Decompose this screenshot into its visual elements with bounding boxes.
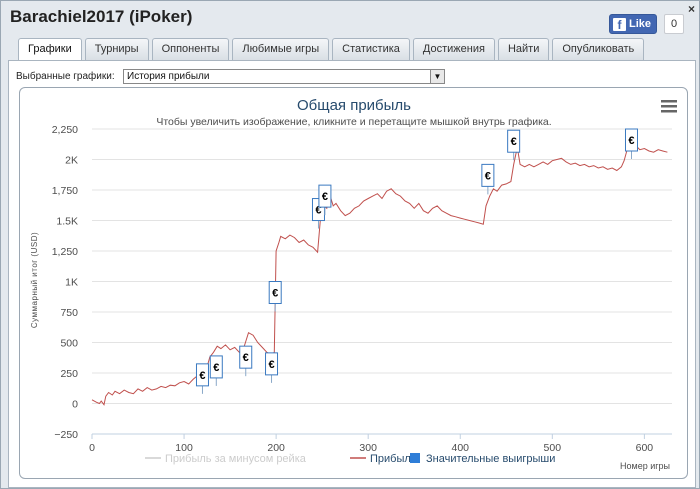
y-axis-label: Суммарный итог (USD) [30,232,39,328]
euro-icon: € [272,288,278,300]
y-tick-label: 750 [60,307,78,319]
chart-container[interactable]: Общая прибыль Чтобы увеличить изображени… [19,87,688,479]
graph-select-value: История прибыли [127,71,210,82]
euro-icon: € [199,370,205,382]
tab-content-panel: Выбранные графики: История прибыли ▼ Общ… [8,60,696,488]
marker-flag [624,128,638,152]
chart-subtitle: Чтобы увеличить изображение, кликните и … [156,116,551,128]
euro-icon: € [315,205,321,217]
graph-select-label: Выбранные графики: [16,71,115,82]
x-tick-label: 300 [359,442,377,454]
legend-item[interactable]: Значительные выигрыши [410,453,555,465]
y-tick-label: 1K [65,277,78,289]
close-icon[interactable]: × [687,2,695,16]
marker-flag [195,363,209,387]
y-tick-label: 250 [60,368,78,380]
profit-chart[interactable]: Общая прибыль Чтобы увеличить изображени… [20,88,688,479]
euro-icon: € [485,170,491,182]
y-tick-label: 1,250 [52,246,78,258]
tab-bar: Графики Турниры Оппоненты Любимые игры С… [18,38,645,61]
profit-series-line[interactable] [91,137,668,406]
x-axis-label: Номер игры [620,461,670,471]
legend-label: Прибыль [370,453,417,465]
chart-legend: Прибыль за минусом рейка Прибыль Значитель… [145,453,555,465]
graph-select-dropdown[interactable]: История прибыли ▼ [123,69,445,84]
facebook-like-button[interactable]: f Like [609,14,657,34]
euro-icon: € [243,352,249,364]
significant-win-marker[interactable]: € [239,345,253,377]
tab-publish[interactable]: Опубликовать [552,38,645,60]
tab-achievements[interactable]: Достижения [412,38,495,60]
significant-win-marker[interactable]: € [265,352,279,383]
marker-flag [209,355,223,379]
x-tick-label: 200 [267,442,285,454]
legend-item[interactable]: Прибыль за минусом рейка [145,453,307,465]
euro-icon: € [322,191,328,203]
marker-flag [507,129,521,153]
tab-tournaments[interactable]: Турниры [84,38,149,60]
marker-flag [265,352,279,376]
y-tick-label: 2K [65,155,78,167]
significant-win-marker[interactable]: € [624,128,638,159]
y-tick-label: 0 [72,399,78,411]
significant-win-marker[interactable]: € [268,281,282,312]
y-tick-label: 1.5K [56,216,78,228]
hamburger-menu-icon[interactable] [661,100,677,113]
y-tick-label: −250 [54,429,78,441]
significant-win-marker[interactable]: € [209,355,223,386]
chevron-down-icon[interactable]: ▼ [430,70,444,83]
y-tick-label: 1,750 [52,185,78,197]
significant-win-marker[interactable]: € [507,129,521,161]
chart-title: Общая прибыль [297,97,411,114]
x-tick-label: 600 [636,442,654,454]
significant-win-marker[interactable]: € [318,184,332,216]
legend-item[interactable]: Прибыль [350,453,417,465]
x-tick-label: 500 [544,442,562,454]
euro-icon: € [213,362,219,374]
euro-icon: € [511,136,517,148]
tab-graphs[interactable]: Графики [18,38,82,61]
significant-win-marker[interactable]: € [481,163,495,195]
window-title: Barachiel2017 (iPoker) [10,7,193,26]
tab-opponents[interactable]: Оппоненты [151,38,230,60]
marker-flag [481,163,495,187]
euro-icon: € [628,135,634,147]
euro-icon: € [268,359,274,371]
facebook-like-count: 0 [664,14,684,34]
legend-symbol [410,453,420,463]
facebook-like-label: Like [629,18,652,30]
tab-search[interactable]: Найти [497,38,550,60]
legend-label: Прибыль за минусом рейка [165,453,307,465]
tab-favorite-games[interactable]: Любимые игры [232,38,330,60]
x-tick-label: 0 [89,442,95,454]
legend-label: Значительные выигрыши [426,453,555,465]
facebook-icon: f [613,17,626,32]
x-tick-label: 100 [175,442,193,454]
tab-statistics[interactable]: Статистика [332,38,410,60]
marker-flag [318,184,332,208]
significant-win-marker[interactable]: € [195,363,209,394]
y-tick-label: 500 [60,338,78,350]
y-tick-label: 2,250 [52,124,78,136]
marker-flag [239,345,253,369]
x-tick-label: 400 [451,442,469,454]
marker-flag [268,281,282,304]
